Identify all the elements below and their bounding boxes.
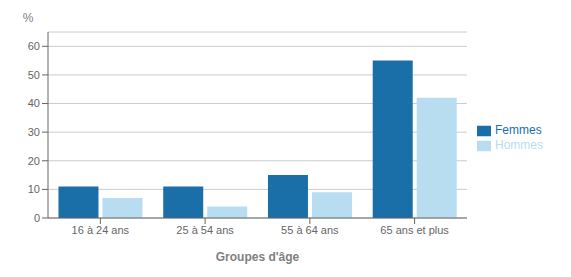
svg-text:%: % — [23, 11, 34, 25]
svg-text:55 à 64 ans: 55 à 64 ans — [281, 224, 339, 236]
svg-text:65 ans et plus: 65 ans et plus — [380, 224, 449, 236]
svg-text:16 à 24 ans: 16 à 24 ans — [72, 224, 130, 236]
svg-text:40: 40 — [28, 97, 40, 109]
html-text:Hommes: Hommes — [495, 138, 543, 152]
svg-text:10: 10 — [28, 183, 40, 195]
html-text:Femmes: Femmes — [495, 123, 542, 138]
svg-text:0: 0 — [34, 212, 40, 224]
svg-text:25 à 54 ans: 25 à 54 ans — [176, 224, 234, 236]
svg-text:60: 60 — [28, 40, 40, 52]
svg-text:Groupes d'âge: Groupes d'âge — [216, 250, 300, 264]
svg-text:30: 30 — [28, 126, 40, 138]
svg-text:50: 50 — [28, 69, 40, 81]
svg-text:20: 20 — [28, 155, 40, 167]
